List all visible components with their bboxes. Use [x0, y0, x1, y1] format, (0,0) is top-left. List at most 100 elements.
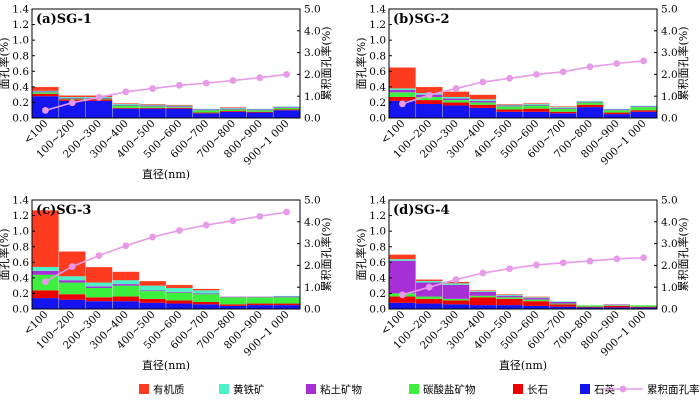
- x-axis-label: 直径(nm): [142, 167, 190, 181]
- legend-label: 长石: [527, 384, 548, 396]
- bar-segment: [192, 301, 220, 305]
- panel-title: (d)SG-4: [393, 203, 450, 218]
- bar-segment: [523, 297, 550, 299]
- bar-segment: [576, 306, 604, 308]
- bar-segment: [442, 298, 470, 301]
- bar-segment: [246, 303, 274, 306]
- bar-segment: [442, 300, 470, 305]
- cumulative-point: [586, 63, 594, 71]
- bar-segment: [58, 276, 86, 281]
- legend-label: 累积面孔率: [647, 383, 700, 396]
- y-tick-label: 1.2: [12, 19, 29, 31]
- y-tick-label: 0.4: [369, 81, 386, 93]
- bar-segment: [496, 103, 523, 105]
- legend-swatch: [513, 384, 523, 394]
- bar-segment: [166, 303, 193, 309]
- bar-segment: [139, 290, 166, 292]
- bar-segment: [166, 107, 193, 109]
- y-tick-label: 1.0: [12, 226, 29, 238]
- bar-segment: [166, 300, 193, 304]
- bar-segment: [496, 105, 523, 107]
- bar-segment: [192, 109, 220, 111]
- y2-tick-label: 1.0: [661, 91, 678, 103]
- bar-segment: [166, 104, 193, 106]
- bar-segment: [576, 101, 604, 103]
- bar-segment: [273, 296, 300, 298]
- bar-segment: [603, 109, 631, 111]
- bar-segment: [246, 111, 274, 113]
- y2-tick-label: 3.0: [304, 238, 321, 250]
- cumulative-point: [95, 252, 103, 259]
- bar-segment: [576, 305, 604, 307]
- bar-segment: [523, 111, 550, 118]
- bar-segment: [603, 112, 631, 115]
- bar-segment: [85, 282, 113, 287]
- y-tick-label: 1.4: [369, 195, 386, 207]
- bar-segment: [496, 294, 523, 295]
- plot-frame: [31, 199, 301, 310]
- legend: 有机质 黄铁矿 粘土矿物 碳酸盐矿物 长石 石英 累积面孔率: [139, 383, 700, 396]
- bar-segment: [603, 305, 631, 306]
- y-tick-label: 1.0: [369, 226, 386, 238]
- bar-segment: [389, 259, 416, 261]
- bar-segment: [219, 110, 247, 112]
- bar-segment: [112, 107, 140, 109]
- bar-segment: [139, 107, 166, 109]
- bar-segment: [549, 111, 577, 114]
- y-tick-label: 0.4: [12, 81, 29, 93]
- bar-segment: [58, 98, 86, 100]
- bar-segment: [576, 104, 604, 108]
- bar-segment: [112, 296, 140, 302]
- bar-segment: [576, 307, 604, 309]
- cumulative-point: [452, 85, 460, 92]
- bar-segment: [389, 89, 416, 93]
- bar-segment: [496, 294, 523, 296]
- bar-segment: [32, 290, 59, 299]
- y2-axis-label: 累积面孔率(%): [676, 217, 690, 291]
- cumulative-point: [68, 99, 76, 107]
- y-tick-label: 1.0: [12, 35, 29, 47]
- bar-segment: [273, 305, 300, 309]
- bar-segment: [415, 100, 443, 104]
- bar-segment: [630, 105, 657, 107]
- bar-segment: [246, 110, 274, 112]
- bar-segment: [192, 110, 220, 113]
- bar-segment: [58, 95, 86, 97]
- bar-segment: [192, 304, 220, 309]
- bar-segment: [112, 301, 140, 309]
- bar-segment: [630, 110, 657, 112]
- bar-segment: [273, 106, 300, 108]
- bar-segment: [603, 304, 631, 306]
- bar-segment: [496, 305, 523, 309]
- bar-segment: [112, 103, 140, 104]
- bar-segment: [112, 108, 140, 118]
- bar-segment: [139, 104, 166, 106]
- cumulative-point: [533, 71, 540, 78]
- bar-segment: [58, 299, 86, 309]
- cumulative-point: [399, 291, 406, 299]
- bar-segment: [219, 111, 247, 118]
- cumulative-point: [202, 79, 210, 87]
- bar-segment: [549, 108, 577, 112]
- bar-segment: [85, 286, 113, 288]
- panel-title: (b)SG-2: [393, 12, 450, 27]
- y2-tick-label: 0.0: [304, 113, 321, 125]
- bar-segment: [112, 280, 140, 285]
- bar-segment: [442, 100, 470, 103]
- bar-segment: [549, 113, 577, 118]
- cumulative-point: [425, 91, 433, 99]
- bar-segment: [85, 266, 113, 283]
- bar-segment: [192, 113, 220, 118]
- y-tick-label: 0.4: [12, 272, 29, 284]
- bar-segment: [630, 107, 657, 111]
- cumulative-point: [283, 208, 290, 216]
- y2-tick-label: 5.0: [304, 195, 321, 207]
- bar-segment: [415, 298, 443, 304]
- bar-segment: [246, 305, 274, 309]
- plot-frame: [31, 8, 301, 119]
- bar-segment: [166, 292, 193, 301]
- bar-segment: [442, 283, 470, 285]
- bar-segment: [469, 305, 497, 309]
- bar-segment: [246, 296, 274, 298]
- legend-label: 粘土矿物: [320, 383, 362, 396]
